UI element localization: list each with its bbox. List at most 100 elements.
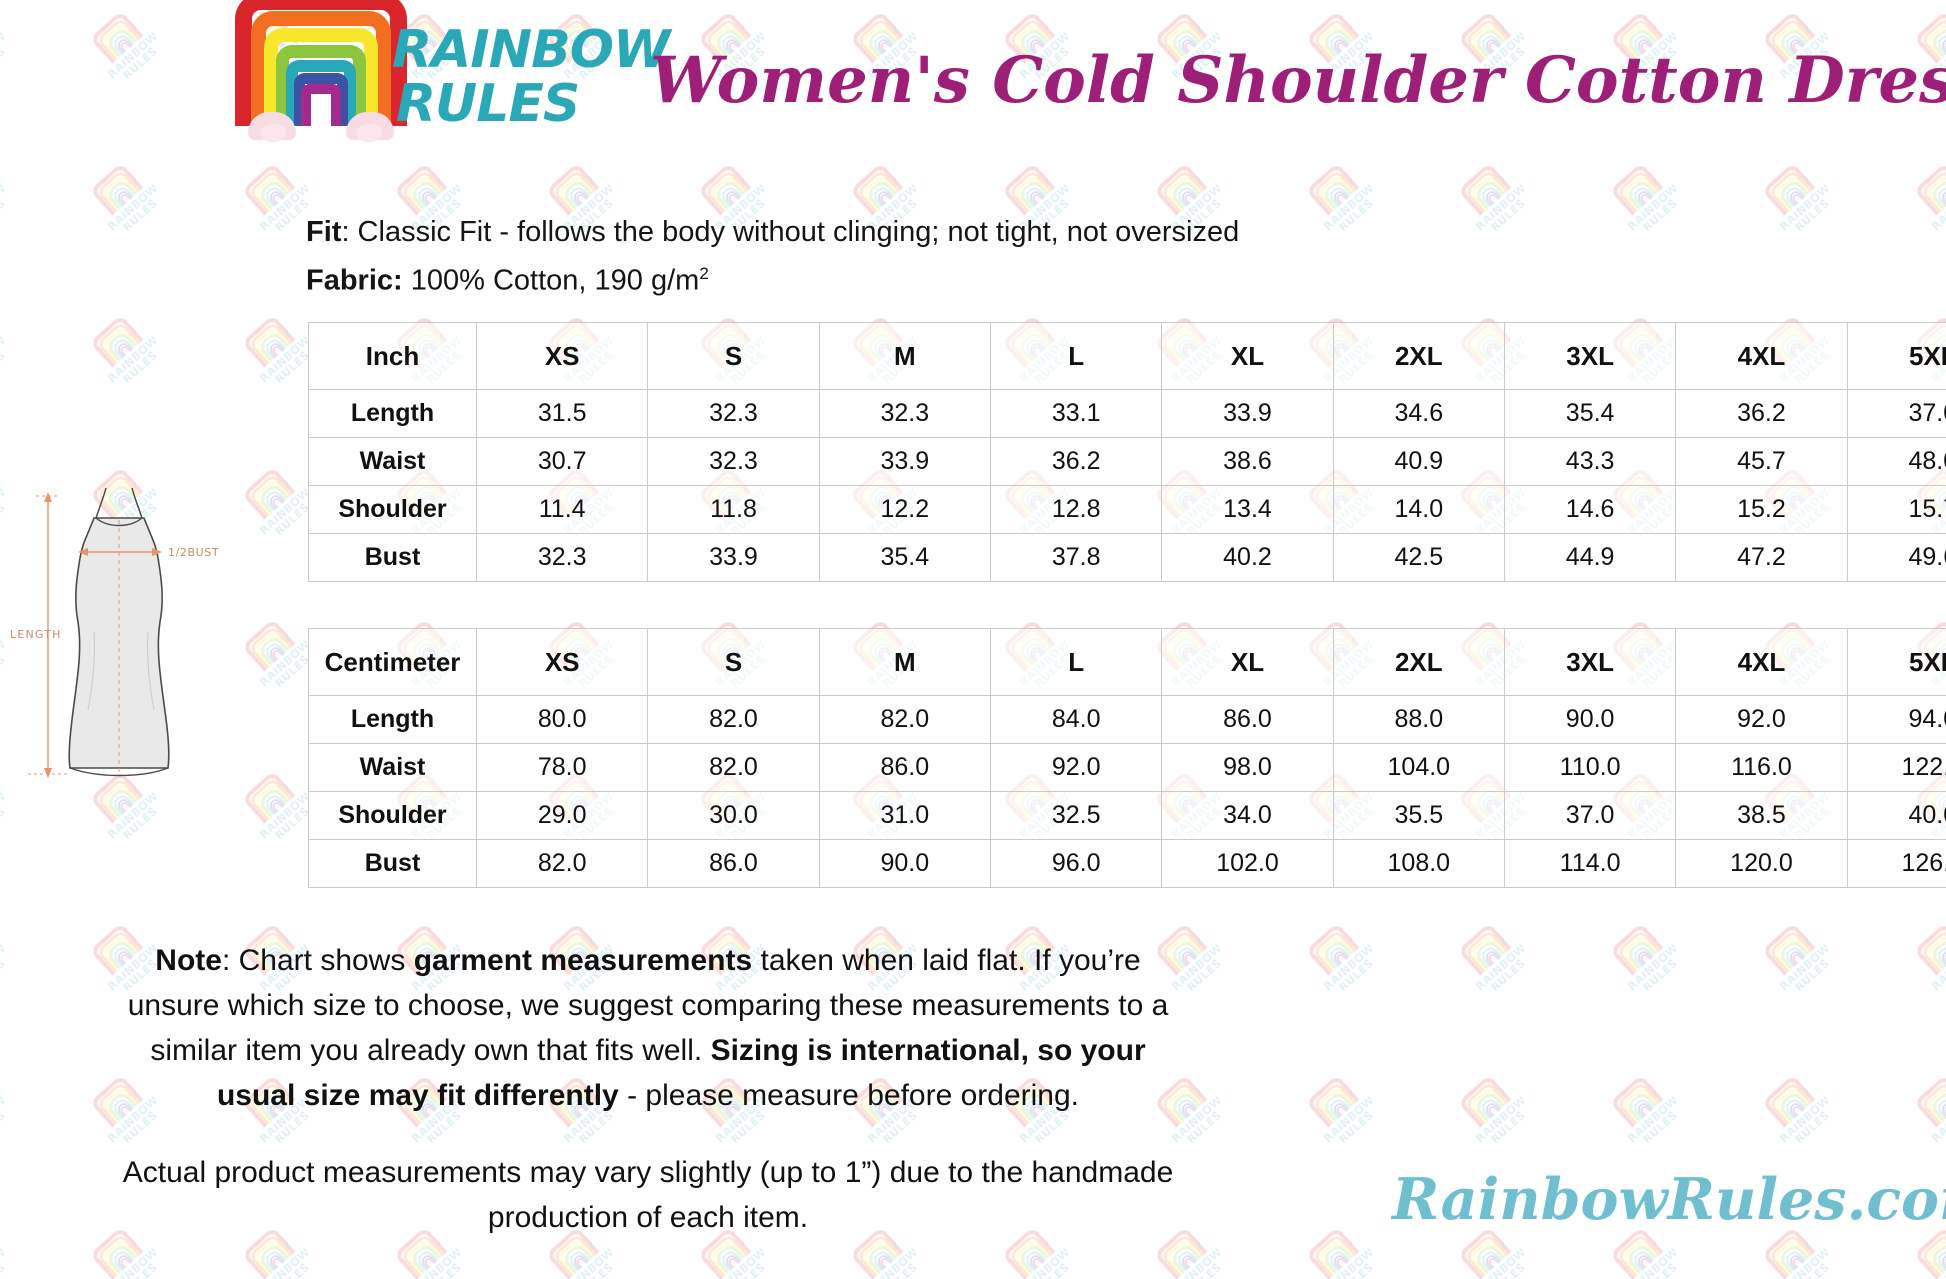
- watermark-arc: [1030, 1256, 1044, 1269]
- table-row: Length 31.5 32.3 32.3 33.1 33.9 34.6 35.4 36.2 37…: [308, 389, 1946, 438]
- watermark-rainbow-icon: [1761, 162, 1816, 216]
- watermark-rainbow-icon: [1457, 1074, 1512, 1128]
- watermark-arc: [1776, 938, 1809, 970]
- cell-waist-s: 82.0: [647, 743, 820, 792]
- watermark-arc: [1635, 1100, 1653, 1119]
- watermark-arc: [1001, 162, 1056, 216]
- watermark-arc: [849, 162, 904, 216]
- cell-length-s: 82.0: [647, 695, 820, 744]
- watermark-arc: [1934, 184, 1946, 208]
- watermark-rainbow-icon: [1457, 922, 1512, 976]
- watermark-arc: [262, 184, 287, 208]
- watermark-arc: [267, 188, 285, 207]
- watermark-text-line2: RULES: [1792, 956, 1833, 995]
- watermark-arc: [1761, 922, 1816, 976]
- watermark-arc: [1311, 1232, 1357, 1278]
- watermark-arc: [241, 314, 296, 368]
- svg-text:LENGTH: LENGTH: [10, 628, 62, 641]
- note-paragraph: Note: Chart shows garment measurements t…: [108, 938, 1188, 1118]
- row-label-waist: Waist: [308, 743, 477, 792]
- watermark-arc: [267, 340, 285, 359]
- watermark-rainbow-icon: [1457, 162, 1512, 216]
- watermark-arc: [875, 188, 893, 207]
- watermark-arc: [1772, 1085, 1811, 1124]
- watermark-arc: [1331, 188, 1349, 207]
- watermark-arc: [1326, 184, 1351, 208]
- cell-bust-s: 86.0: [647, 839, 820, 888]
- size-header-5xl: 5XL: [1846, 322, 1946, 390]
- watermark-arc: [1620, 173, 1659, 212]
- watermark-arc: [1320, 1090, 1353, 1122]
- watermark-rainbow-icon: [1609, 162, 1664, 216]
- watermark-arc: [1919, 168, 1946, 214]
- cell-bust-2xl: 108.0: [1332, 839, 1505, 888]
- watermark-arc: [1782, 184, 1807, 208]
- row-label-waist: Waist: [308, 437, 477, 486]
- watermark-arc: [1624, 178, 1657, 210]
- watermark-arc: [115, 340, 133, 359]
- watermark-arc: [1316, 1237, 1355, 1276]
- watermark-arc: [703, 168, 749, 214]
- watermark-rainbow-icon: [241, 466, 296, 520]
- size-header-s: S: [647, 628, 820, 696]
- watermark-arc: [414, 1248, 439, 1272]
- watermark-arc: [697, 162, 752, 216]
- cell-shoulder-xs: 11.4: [475, 485, 649, 534]
- cell-length-l: 84.0: [989, 695, 1163, 744]
- cell-length-xs: 31.5: [475, 389, 649, 438]
- watermark-arc: [1027, 188, 1045, 207]
- cell-length-5xl: 37.0: [1846, 389, 1946, 438]
- watermark-arc: [1787, 1100, 1805, 1119]
- watermark-arc: [1027, 1252, 1045, 1271]
- watermark-arc: [1919, 1080, 1946, 1126]
- cell-bust-xs: 32.3: [475, 533, 649, 582]
- size-header-3xl: 3XL: [1503, 322, 1677, 390]
- table-row: Shoulder 11.4 11.8 12.2 12.8 13.4 14.0 14.6 15.2…: [308, 485, 1946, 534]
- watermark-arc: [1942, 192, 1946, 205]
- watermark-arc: [1939, 1100, 1946, 1119]
- watermark-arc: [256, 178, 289, 210]
- watermark-rainbow-icon: [1609, 1074, 1664, 1128]
- watermark-text-line2: RULES: [92, 1235, 189, 1279]
- watermark-arc: [1326, 1248, 1351, 1272]
- watermark-text-line1: RAINBOW: [105, 333, 161, 386]
- cell-shoulder-l: 32.5: [989, 791, 1163, 840]
- watermark-arc: [1472, 1090, 1505, 1122]
- watermark-arc: [1772, 933, 1811, 972]
- watermark-arc: [1326, 944, 1351, 968]
- watermark-arc: [1776, 1090, 1809, 1122]
- watermark-arc: [560, 1242, 593, 1274]
- watermark-rainbow-icon: [89, 314, 144, 368]
- watermark-arc: [1305, 1074, 1360, 1128]
- watermark-arc: [875, 1252, 893, 1271]
- size-header-l: L: [989, 322, 1163, 390]
- watermark-arc: [247, 776, 293, 822]
- watermark-arc: [95, 168, 141, 214]
- watermark-arc: [1928, 1090, 1946, 1122]
- watermark-arc: [1483, 1100, 1501, 1119]
- watermark-arc: [1030, 192, 1044, 205]
- watermark-arc: [1472, 938, 1505, 970]
- cell-bust-l: 96.0: [989, 839, 1163, 888]
- cell-bust-xl: 102.0: [1161, 839, 1334, 888]
- watermark-arc: [1311, 1080, 1357, 1126]
- watermark-arc: [571, 188, 589, 207]
- size-table-inch-body: InchXSSMLXL2XL3XL4XL5XLLength31.532.332.…: [308, 322, 1946, 582]
- watermark-rainbow-icon: [1153, 162, 1208, 216]
- cloud-puff-right-icon: [356, 124, 382, 142]
- watermark-arc: [118, 192, 132, 205]
- watermark-arc: [1472, 178, 1505, 210]
- cell-length-3xl: 90.0: [1503, 695, 1677, 744]
- table-row: Bust 82.0 86.0 90.0 96.0 102.0 108.0 114.0 120.0…: [308, 839, 1946, 888]
- cell-waist-4xl: 116.0: [1675, 743, 1848, 792]
- watermark-arc: [712, 178, 745, 210]
- watermark-arc: [247, 624, 293, 670]
- watermark-arc: [1174, 1248, 1199, 1272]
- watermark-rainbow-icon: [241, 162, 296, 216]
- watermark-text-line1: RAINBOW: [1625, 941, 1681, 994]
- watermark-arc: [1164, 1237, 1203, 1276]
